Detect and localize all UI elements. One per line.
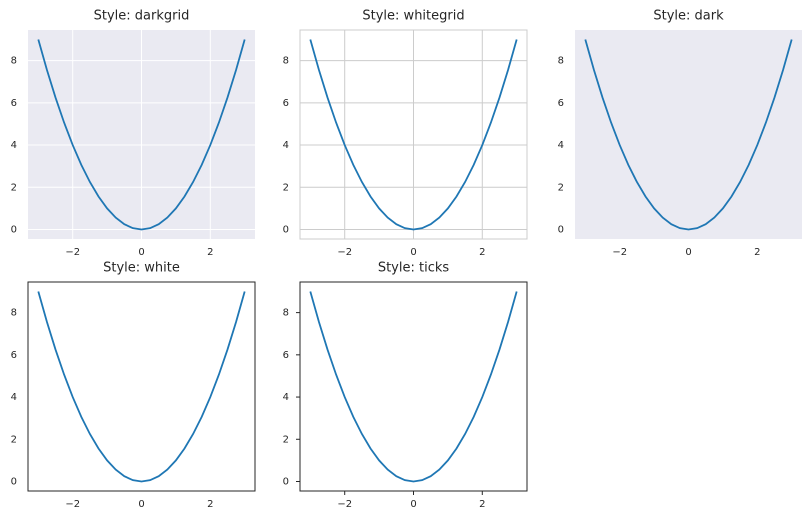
x-tick-label: −2: [65, 499, 80, 510]
y-tick-label: 0: [11, 477, 17, 488]
x-tick-label: 0: [138, 499, 144, 510]
x-tick-label: −2: [337, 499, 352, 510]
subplot-title: Style: whitegrid: [362, 9, 464, 24]
subplot-title: Style: darkgrid: [94, 9, 190, 24]
line: [584, 39, 793, 231]
y-tick-label: 6: [283, 350, 289, 361]
x-tick-label: 0: [685, 247, 691, 258]
subplot-title: Style: ticks: [378, 261, 450, 276]
y-tick-label: 6: [283, 98, 289, 109]
line: [37, 291, 246, 483]
x-tick-label: −2: [65, 247, 80, 258]
line: [37, 39, 246, 231]
subplot-title: Style: dark: [653, 9, 724, 24]
x-tick-label: 2: [207, 247, 213, 258]
y-tick-label: 4: [283, 392, 289, 403]
y-tick-label: 2: [558, 182, 564, 193]
plot-background: [28, 282, 255, 491]
y-tick-label: 6: [11, 350, 17, 361]
y-tick-label: 4: [11, 392, 17, 403]
x-tick-label: 2: [207, 499, 213, 510]
x-tick-label: 2: [479, 247, 485, 258]
axes-frame: [27, 281, 256, 492]
y-tick-label: 8: [11, 56, 17, 67]
x-tick-label: −2: [612, 247, 627, 258]
x-tick-label: 0: [138, 247, 144, 258]
y-tick-label: 2: [11, 434, 17, 445]
x-tick-label: 2: [479, 499, 485, 510]
y-tick-label: 6: [558, 98, 564, 109]
y-tick-label: 0: [283, 225, 289, 236]
y-tick-label: 8: [558, 56, 564, 67]
y-tick-label: 8: [283, 308, 289, 319]
y-tick-label: 4: [558, 140, 564, 151]
y-tick-label: 2: [283, 182, 289, 193]
x-tick-label: 0: [410, 499, 416, 510]
y-tick-label: 0: [283, 477, 289, 488]
plot-background: [575, 30, 802, 239]
y-tick-label: 8: [11, 308, 17, 319]
y-tick-label: 8: [283, 56, 289, 67]
line: [309, 291, 518, 483]
y-tick-label: 0: [11, 225, 17, 236]
y-tick-label: 2: [11, 182, 17, 193]
y-tick-label: 4: [283, 140, 289, 151]
line: [309, 39, 518, 231]
axes-frame: [299, 29, 528, 240]
x-tick-label: −2: [337, 247, 352, 258]
x-tick-label: 0: [410, 247, 416, 258]
y-tick-label: 6: [11, 98, 17, 109]
plot-background: [300, 282, 527, 491]
y-tick-label: 2: [283, 434, 289, 445]
subplot-title: Style: white: [103, 261, 180, 276]
y-tick-label: 0: [558, 225, 564, 236]
y-tick-label: 4: [11, 140, 17, 151]
x-tick-label: 2: [754, 247, 760, 258]
axes-frame: [299, 281, 528, 492]
